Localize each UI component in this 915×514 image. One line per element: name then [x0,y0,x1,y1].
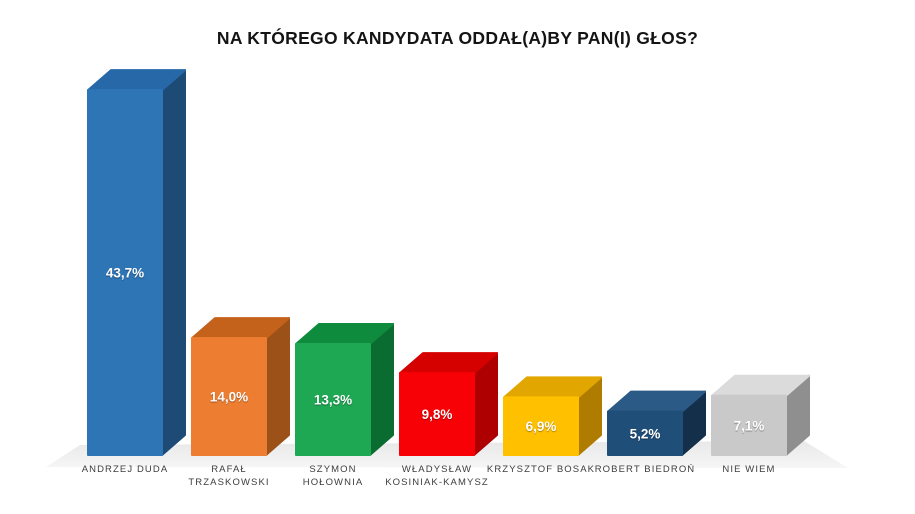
value-label-krzysztof-bosak: 6,9% [526,419,557,434]
chart-title: NA KTÓREGO KANDYDATA ODDAŁ(A)BY PAN(I) G… [216,28,699,48]
category-label-line: WŁADYSŁAW [401,464,473,475]
bar-krzysztof-bosak-front [503,396,579,456]
bar-rafał-trzaskowski-side [265,317,290,456]
category-label-rafał-trzaskowski: RAFAŁ TRZASKOWSKI [167,464,291,489]
bar-nie-wiem-front [711,394,787,456]
category-label-krzysztof-bosak: KRZYSZTOF BOSAK [479,464,603,477]
category-label-andrzej-duda: ANDRZEJ DUDA [63,464,187,477]
category-label-line: SZYMON [309,464,357,475]
value-label-władysław-kosiniak-kamysz: 9,8% [422,407,453,422]
category-label-line: ANDRZEJ DUDA [81,464,169,475]
bar-szymon-hołownia-front [295,342,371,456]
bar-rafał-trzaskowski-front [191,337,267,456]
value-label-nie-wiem: 7,1% [734,418,765,433]
category-label-line: RAFAŁ [211,464,247,475]
category-label-line: TRZASKOWSKI [188,476,270,488]
category-label-nie-wiem: NIE WIEM [687,464,811,477]
category-label-line: HOŁOWNIA [302,476,364,488]
category-label-line: NIE WIEM [722,464,776,475]
value-label-szymon-hołownia: 13,3% [314,392,352,407]
category-label-line: KRZYSZTOF BOSAK [486,464,596,475]
value-label-rafał-trzaskowski: 14,0% [210,390,248,405]
bar-robert-biedroń-front [607,410,683,456]
value-label-robert-biedroń: 5,2% [630,426,661,441]
value-label-andrzej-duda: 43,7% [106,266,144,281]
category-label-szymon-hołownia: SZYMON HOŁOWNIA [271,464,395,489]
category-label-line: ROBERT BIEDROŃ [594,464,696,475]
category-label-robert-biedroń: ROBERT BIEDROŃ [583,464,707,477]
bar-andrzej-duda-side [161,69,186,456]
bar-andrzej-duda-front [87,89,163,456]
bar-władysław-kosiniak-kamysz-front [399,372,475,456]
category-label-line: KOSINIAK-KAMYSZ [385,476,489,488]
category-label-władysław-kosiniak-kamysz: WŁADYSŁAW KOSINIAK-KAMYSZ [375,464,499,489]
bar-szymon-hołownia-side [369,322,394,456]
